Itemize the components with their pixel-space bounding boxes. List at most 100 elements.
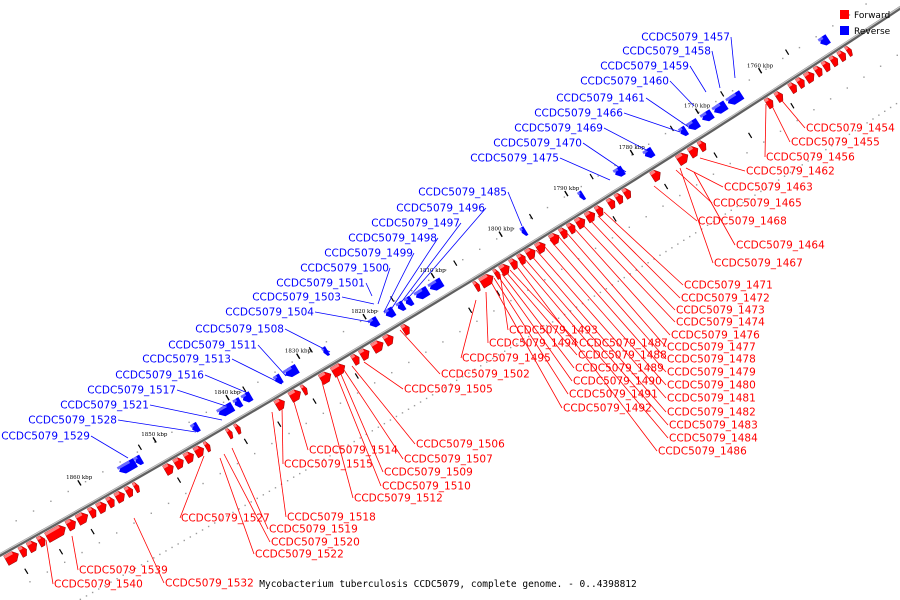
gene-shade: [95, 501, 102, 507]
gene-arrow: [621, 187, 632, 200]
legend-reverse-label: Reverse: [854, 27, 891, 37]
leader-line: [603, 211, 684, 286]
gene-shade: [687, 146, 694, 152]
scale-dot: [115, 532, 118, 534]
tick-label: 1770 kbp: [684, 104, 711, 110]
scale-dot: [479, 365, 482, 367]
scale-dot: [895, 102, 898, 105]
tick-mark: [757, 67, 763, 74]
leader-line: [497, 275, 573, 382]
leader-line: [231, 447, 269, 530]
leader-line: [377, 267, 391, 305]
forward-gene-label: CCDC5079_1520: [271, 537, 360, 549]
gene-shade: [685, 120, 693, 127]
leader-line: [391, 237, 439, 309]
scale-dot: [322, 412, 325, 415]
reverse-gene-label: CCDC5079_1469: [514, 123, 603, 135]
forward-gene: [400, 323, 410, 336]
leader-line: [335, 373, 382, 487]
forward-gene: [95, 501, 107, 515]
forward-gene-label: CCDC5079_1463: [724, 182, 813, 194]
scale-dot: [240, 391, 242, 393]
feature-bar: [664, 183, 669, 190]
forward-gene-label: CCDC5079_1456: [766, 152, 855, 164]
scale-dot: [671, 247, 673, 249]
scale-dot: [872, 118, 874, 120]
gene-shade: [508, 258, 514, 264]
feature-bar: [176, 477, 182, 483]
tick-label: 1760 kbp: [747, 63, 774, 69]
forward-gene-label: CCDC5079_1476: [671, 330, 760, 342]
leader-line: [777, 95, 806, 129]
forward-gene: [25, 540, 38, 554]
gene-shade: [413, 288, 423, 296]
leader-line: [149, 404, 223, 421]
scale-dot: [46, 571, 49, 573]
reverse-gene-label: CCDC5079_1521: [60, 400, 149, 412]
leader-line: [517, 267, 658, 452]
scale-dot: [425, 397, 428, 400]
scale-dot: [746, 152, 748, 154]
scale-dot: [329, 455, 331, 457]
forward-gene: [86, 506, 97, 519]
gene-shade: [350, 354, 356, 359]
scale-dot: [159, 553, 161, 556]
reverse-gene-label: CCDC5079_1499: [324, 248, 413, 260]
leader-line: [519, 261, 669, 439]
forward-gene-label: CCDC5079_1505: [404, 384, 493, 396]
tick-mark: [694, 108, 700, 115]
scale-dot: [153, 557, 155, 559]
scale-dot: [597, 175, 599, 177]
reverse-gene-label: CCDC5079_1513: [142, 354, 231, 366]
leader-line: [675, 169, 713, 204]
gene-shade: [202, 441, 207, 446]
forward-gene-label: CCDC5079_1464: [736, 240, 825, 252]
leader-line: [489, 279, 563, 409]
feature-bar: [468, 307, 473, 314]
forward-gene: [113, 491, 125, 504]
scale-dot: [339, 402, 342, 404]
leader-line: [529, 253, 667, 413]
backbone-line: [0, 5, 900, 558]
scale-dot: [539, 328, 542, 330]
scale-dot: [425, 351, 427, 353]
scale-dot: [50, 500, 52, 502]
forward-gene-label: CCDC5079_1480: [667, 380, 756, 392]
gene-shade: [498, 263, 505, 270]
reverse-gene: [612, 165, 626, 177]
leader-line: [399, 222, 462, 305]
gene-shade: [675, 152, 683, 160]
scale-dot: [884, 110, 886, 113]
gene-arrow: [429, 277, 445, 291]
scale-dot: [359, 437, 361, 439]
forward-gene-label: CCDC5079_1540: [54, 579, 143, 591]
scale-dot: [831, 145, 833, 147]
feature-bar: [90, 528, 95, 535]
leader-line: [493, 277, 569, 395]
scale-dot: [698, 111, 700, 113]
forward-gene: [649, 169, 661, 183]
reverse-gene: [395, 300, 407, 312]
forward-gene-label: CCDC5079_1515: [284, 459, 373, 471]
gene-arrow: [234, 397, 244, 408]
leader-line: [45, 539, 54, 585]
reverse-gene: [189, 421, 201, 433]
scale-dot: [813, 109, 815, 111]
forward-gene-label: CCDC5079_1468: [698, 216, 787, 228]
gene-arrow: [727, 90, 745, 105]
scale-dot: [715, 100, 717, 103]
forward-gene-label: CCDC5079_1484: [669, 433, 758, 445]
forward-gene: [105, 496, 115, 509]
reverse-gene: [427, 277, 445, 291]
gene-arrow: [369, 316, 381, 328]
gene-shade: [566, 222, 572, 228]
scale-dot: [133, 522, 135, 524]
scale-dot: [171, 431, 173, 433]
scale-dot: [561, 268, 563, 271]
scale-dot: [134, 567, 137, 569]
scale-dot: [467, 372, 470, 374]
gene-shade: [725, 92, 737, 102]
scale-dot: [305, 422, 307, 425]
scale-dot: [79, 598, 82, 600]
scale-dot: [611, 237, 614, 239]
